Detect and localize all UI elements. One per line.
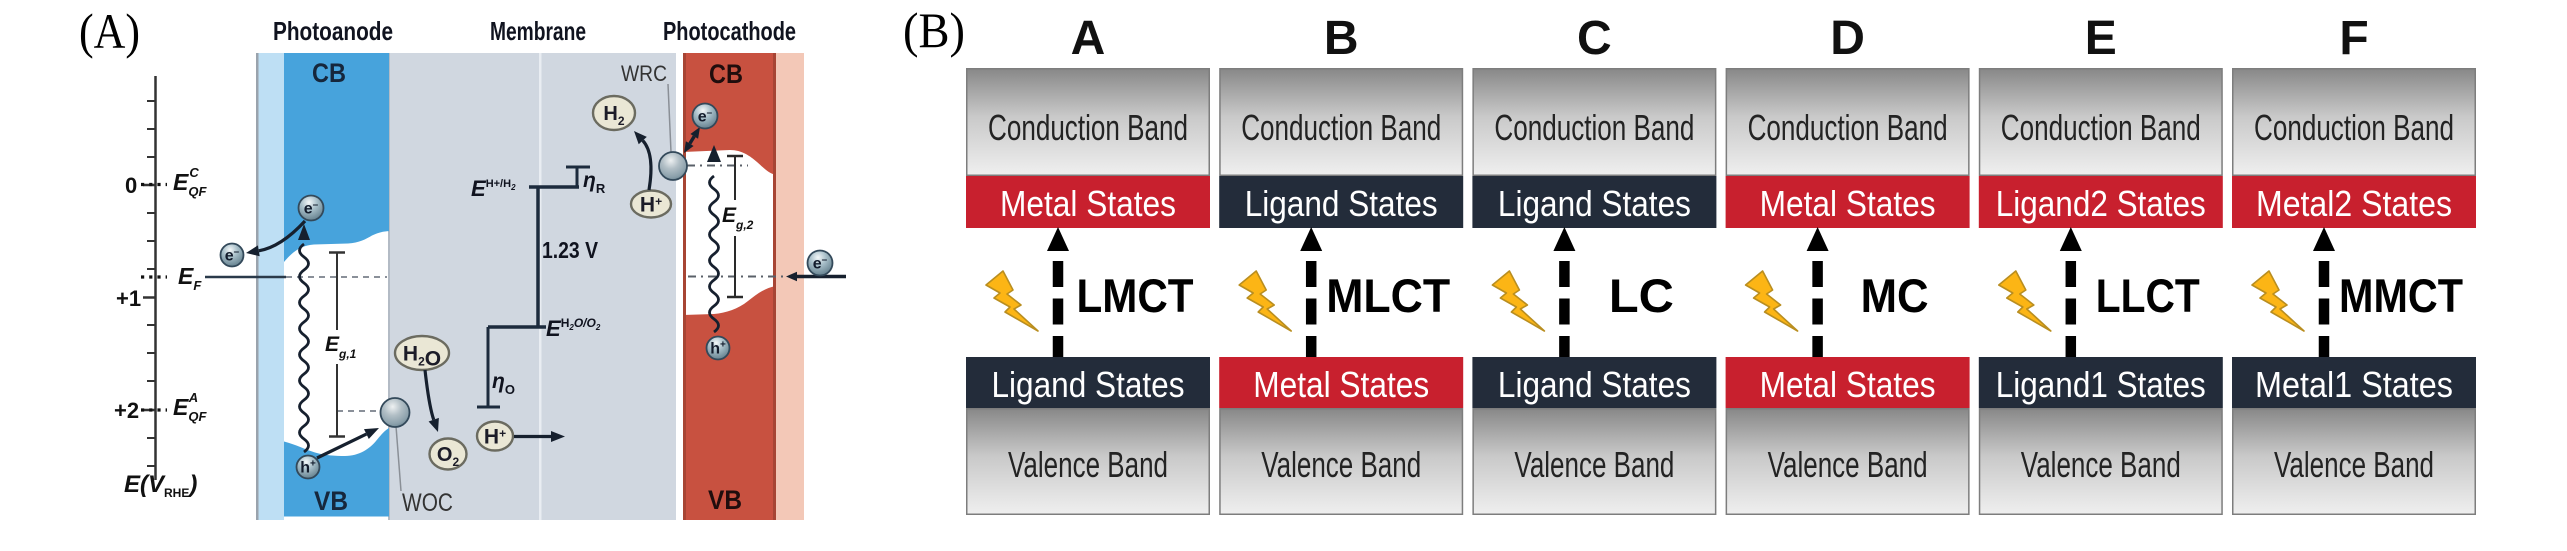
svg-text:CB: CB [312,58,346,88]
svg-text:CB: CB [709,59,743,89]
svg-text:+1: +1 [116,286,141,311]
svg-text:Metal States: Metal States [1253,364,1429,405]
svg-text:Metal States: Metal States [1760,364,1936,405]
svg-text:MLCT: MLCT [1326,269,1450,322]
svg-text:Valence Band: Valence Band [2274,444,2434,485]
svg-text:Valence Band: Valence Band [1768,444,1928,485]
svg-text:(B): (B) [903,2,965,58]
svg-text:Valence Band: Valence Band [1261,444,1421,485]
svg-text:(A): (A) [79,3,140,59]
svg-text:Conduction Band: Conduction Band [988,107,1188,148]
svg-text:WRC: WRC [621,61,667,86]
svg-text:Valence Band: Valence Band [1514,444,1674,485]
svg-text:WOC: WOC [402,489,453,517]
svg-text:F: F [2339,12,2368,65]
svg-text:Conduction Band: Conduction Band [1748,107,1948,148]
svg-text:Membrane: Membrane [490,16,586,46]
svg-text:Conduction Band: Conduction Band [1494,107,1694,148]
svg-text:Conduction Band: Conduction Band [2254,107,2454,148]
svg-text:D: D [1830,12,1865,65]
svg-text:LLCT: LLCT [2096,269,2200,322]
svg-text:Metal States: Metal States [1760,183,1936,224]
svg-text:A: A [1071,12,1106,65]
svg-text:MC: MC [1861,269,1929,322]
svg-text:Ligand States: Ligand States [1245,183,1438,224]
svg-text:Conduction Band: Conduction Band [1241,107,1441,148]
svg-text:Photoanode: Photoanode [273,16,393,46]
svg-text:+2: +2 [114,398,139,423]
svg-text:VB: VB [708,485,742,515]
svg-text:E: E [2085,12,2117,65]
svg-text:Ligand1 States: Ligand1 States [1996,364,2206,405]
svg-text:Conduction Band: Conduction Band [2001,107,2201,148]
svg-text:Metal States: Metal States [1000,183,1176,224]
svg-text:Ligand States: Ligand States [1498,183,1691,224]
svg-text:Ligand States: Ligand States [1498,364,1691,405]
svg-text:LC: LC [1609,269,1674,322]
svg-text:LMCT: LMCT [1077,269,1194,322]
svg-text:Valence Band: Valence Band [2021,444,2181,485]
svg-text:Valence Band: Valence Band [1008,444,1168,485]
svg-text:Ligand States: Ligand States [992,364,1185,405]
svg-text:Metal1 States: Metal1 States [2255,364,2453,405]
svg-text:VB: VB [314,486,348,516]
svg-text:B: B [1324,12,1359,65]
svg-text:Metal2 States: Metal2 States [2256,183,2452,224]
svg-text:C: C [1577,12,1612,65]
svg-text:1.23 V: 1.23 V [542,237,599,263]
svg-text:Ligand2 States: Ligand2 States [1996,183,2206,224]
svg-text:MMCT: MMCT [2339,269,2463,322]
svg-text:Photocathode: Photocathode [663,16,796,46]
svg-text:0: 0 [125,173,137,198]
